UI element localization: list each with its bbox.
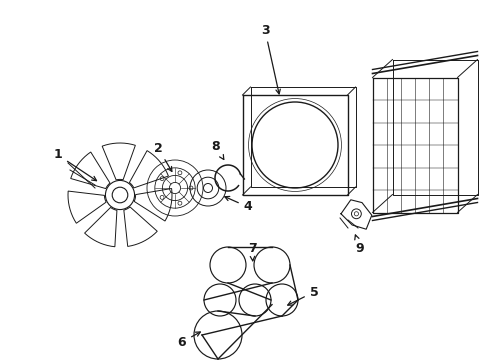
Text: 7: 7 [247, 242, 256, 261]
Text: 1: 1 [53, 148, 97, 181]
Text: 4: 4 [225, 197, 252, 213]
Text: 2: 2 [154, 141, 172, 171]
Text: 9: 9 [355, 235, 364, 255]
Text: 5: 5 [288, 285, 318, 305]
Text: 8: 8 [212, 140, 224, 159]
Text: 3: 3 [261, 23, 280, 94]
Text: 6: 6 [178, 332, 200, 348]
